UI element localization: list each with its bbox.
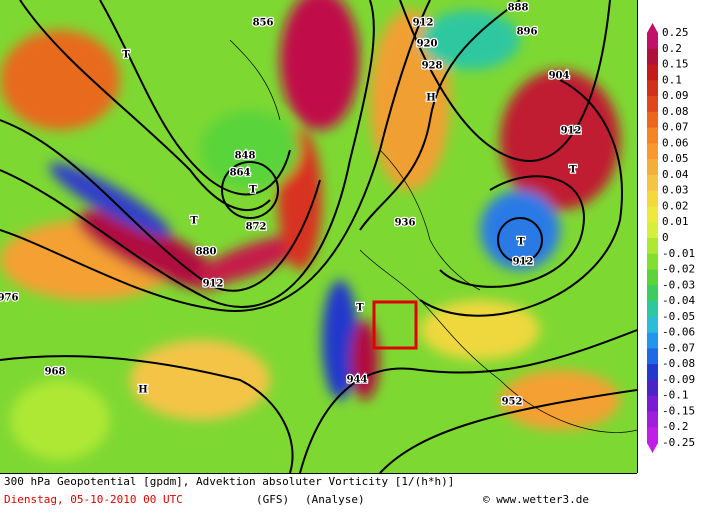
colorbar-label: 0.25 — [662, 26, 689, 39]
footer-model: (GFS) — [256, 493, 289, 506]
map-label: 904 — [549, 71, 570, 82]
colorbar-band — [647, 174, 658, 192]
colorbar-label: -0.15 — [662, 404, 695, 417]
colorbar-band — [647, 64, 658, 81]
map-label: 912 — [203, 279, 224, 290]
colorbar-band — [647, 127, 658, 144]
colorbar-band — [647, 395, 658, 412]
colorbar-band — [647, 143, 658, 160]
colorbar-band — [647, 80, 658, 97]
colorbar-label: -0.25 — [662, 436, 695, 449]
map-label: 848 — [235, 151, 256, 162]
colorbar-band — [647, 111, 658, 129]
colorbar-label: -0.07 — [662, 341, 695, 354]
colorbar-label: 0.1 — [662, 73, 682, 86]
map-label: T — [517, 237, 525, 248]
map-label: H — [138, 385, 147, 396]
colorbar-label: -0.01 — [662, 247, 695, 260]
footer-credit: © www.wetter3.de — [483, 493, 589, 506]
map-label: 944 — [347, 375, 368, 386]
map-label: 856 — [253, 18, 274, 29]
colorbar-label: 0.06 — [662, 136, 689, 149]
colorbar-band — [647, 269, 658, 286]
colorbar-band — [647, 206, 658, 223]
colorbar-band — [647, 316, 658, 334]
footer-title: 300 hPa Geopotential [gpdm], Advektion a… — [4, 475, 454, 488]
colorbar-label: 0.04 — [662, 168, 689, 181]
colorbar-band — [647, 364, 658, 381]
colorbar-label: 0.05 — [662, 152, 689, 165]
map-label: 912 — [413, 18, 434, 29]
map-label: 968 — [45, 367, 66, 378]
colorbar-band — [647, 379, 658, 397]
vorticity-field — [0, 0, 620, 460]
colorbar-band — [647, 348, 658, 365]
colorbar-band — [647, 159, 658, 176]
colorbar-band — [647, 332, 658, 349]
map-label: 880 — [196, 247, 217, 258]
colorbar-band — [647, 96, 658, 113]
colorbar-band — [647, 411, 658, 428]
colorbar-label: 0.08 — [662, 105, 689, 118]
map-label: 976 — [0, 293, 18, 304]
map-label: 888 — [508, 3, 529, 14]
map-label: 864 — [230, 168, 251, 179]
map-label: T — [569, 165, 577, 176]
colorbar-label: -0.09 — [662, 373, 695, 386]
colorbar-label: 0.07 — [662, 121, 689, 134]
map-label: 896 — [517, 27, 538, 38]
colorbar-band — [647, 427, 658, 444]
colorbar-band — [647, 238, 658, 255]
map-label: T — [122, 50, 130, 61]
colorbar-band — [647, 33, 658, 50]
map-label: 952 — [502, 397, 523, 408]
colorbar-label: 0.2 — [662, 42, 682, 55]
colorbar-label: 0.01 — [662, 215, 689, 228]
map-label: T — [190, 216, 198, 227]
colorbar-label: -0.03 — [662, 278, 695, 291]
colorbar-label: 0 — [662, 231, 669, 244]
map-label: 872 — [246, 222, 267, 233]
colorbar-band — [647, 190, 658, 207]
footer-run: (Analyse) — [305, 493, 365, 506]
colorbar-label: 0.03 — [662, 184, 689, 197]
footer-date: Dienstag, 05-10-2010 00 UTC — [4, 493, 183, 506]
colorbar-label: -0.06 — [662, 326, 695, 339]
colorbar-arrow — [647, 23, 658, 33]
colorbar: 0.25 0.2 0.15 0.1 0.09 0.08 0.07 0.06 0.05 0.04 0.… — [647, 23, 695, 453]
highlight-box — [372, 300, 418, 350]
colorbar-label: -0.02 — [662, 263, 695, 276]
colorbar-label: -0.04 — [662, 294, 695, 307]
map-label: 928 — [422, 61, 443, 72]
colorbar-arrow — [647, 443, 658, 453]
colorbar-band — [647, 285, 658, 302]
map-label: H — [426, 93, 435, 104]
colorbar-label: -0.08 — [662, 357, 695, 370]
colorbar-band — [647, 253, 658, 271]
colorbar-band — [647, 222, 658, 239]
map-label: 912 — [513, 257, 534, 268]
map-label: T — [249, 185, 257, 196]
colorbar-label: -0.1 — [662, 389, 689, 402]
coastlines — [229, 39, 637, 433]
colorbar-label: 0.02 — [662, 199, 689, 212]
map-label: 920 — [417, 39, 438, 50]
map-label: T — [356, 303, 364, 314]
geopotential-contours — [0, 0, 637, 473]
colorbar-band — [647, 48, 658, 66]
colorbar-label: 0.09 — [662, 89, 689, 102]
colorbar-label: -0.05 — [662, 310, 695, 323]
map-label: 936 — [395, 218, 416, 229]
colorbar-band — [647, 301, 658, 318]
map: 912 912 912 912 920 928 936 944 952 968 976 880 872 8… — [0, 0, 637, 473]
colorbar-label: -0.2 — [662, 420, 689, 433]
colorbar-label: 0.15 — [662, 58, 689, 71]
map-label: 912 — [561, 126, 582, 137]
